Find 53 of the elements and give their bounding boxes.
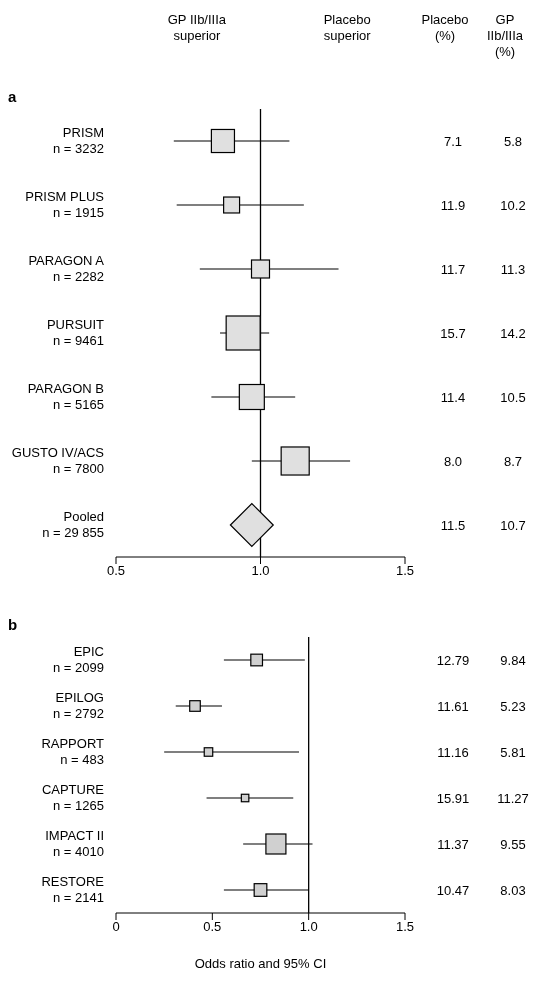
text: 11.7	[440, 262, 466, 277]
y-tick-label: RAPPORT n = 483	[41, 736, 105, 767]
y-tick-label: PRISM n = 3232	[53, 125, 104, 156]
text: 12.79	[436, 653, 470, 668]
text: 11.3	[500, 262, 526, 277]
text: 5.23	[500, 699, 526, 714]
x-axis-title: Odds ratio and 95% CI	[194, 956, 327, 971]
text: 11.37	[437, 837, 469, 852]
x-tick-label: 1.5	[395, 563, 415, 579]
y-tick-label: CAPTURE n = 1265	[41, 782, 105, 813]
y-tick-label: EPILOG n = 2792	[53, 690, 104, 721]
text: 9.55	[500, 837, 526, 852]
y-tick-label: PARAGON A n = 2282	[28, 253, 105, 284]
y-tick-label: IMPACT II n = 4010	[45, 828, 104, 859]
text: 11.5	[440, 518, 466, 533]
text: Placebo (%)	[420, 12, 470, 44]
y-tick-label: Pooled n = 29 855	[42, 509, 104, 540]
text: 14.2	[500, 326, 526, 341]
text: 11.9	[440, 198, 466, 213]
text: 11.4	[440, 390, 466, 405]
text: GP IIb/IIIa (%)	[485, 12, 525, 60]
text: 7.1	[443, 134, 463, 149]
x-tick-label: 0.5	[203, 919, 222, 935]
text: 10.2	[500, 198, 526, 213]
text: Placebo superior	[322, 12, 372, 44]
text: GP IIb/IIIa superior	[166, 12, 228, 44]
text: 11.27	[497, 791, 529, 806]
text: 11.61	[437, 699, 469, 714]
y-tick-label: PURSUIT n = 9461	[46, 317, 105, 348]
text: 8.7	[503, 454, 523, 469]
text: 15.91	[436, 791, 470, 806]
chart-title: b	[8, 616, 19, 633]
text: 5.8	[503, 134, 523, 149]
x-tick-label: 1.5	[395, 919, 415, 935]
x-tick-label: 0	[112, 919, 120, 935]
y-tick-label: RESTORE n = 2141	[41, 874, 105, 905]
y-tick-label: GUSTO IV/ACS n = 7800	[11, 445, 105, 476]
text: 10.5	[500, 390, 526, 405]
text: 8.0	[443, 454, 463, 469]
x-tick-label: 1.0	[299, 919, 318, 935]
chart-title: a	[8, 88, 18, 105]
text: 15.7	[440, 326, 466, 341]
y-tick-label: EPIC n = 2099	[53, 644, 104, 675]
text: 10.7	[500, 518, 526, 533]
y-tick-label: PRISM PLUS n = 1915	[25, 189, 105, 220]
text: 8.03	[500, 883, 526, 898]
text: 9.84	[500, 653, 526, 668]
y-tick-label: PARAGON B n = 5165	[27, 381, 104, 412]
x-tick-label: 1.0	[251, 563, 270, 579]
text: 11.16	[437, 745, 469, 760]
x-tick-label: 0.5	[106, 563, 126, 579]
text: 5.81	[500, 745, 526, 760]
text: 10.47	[436, 883, 470, 898]
